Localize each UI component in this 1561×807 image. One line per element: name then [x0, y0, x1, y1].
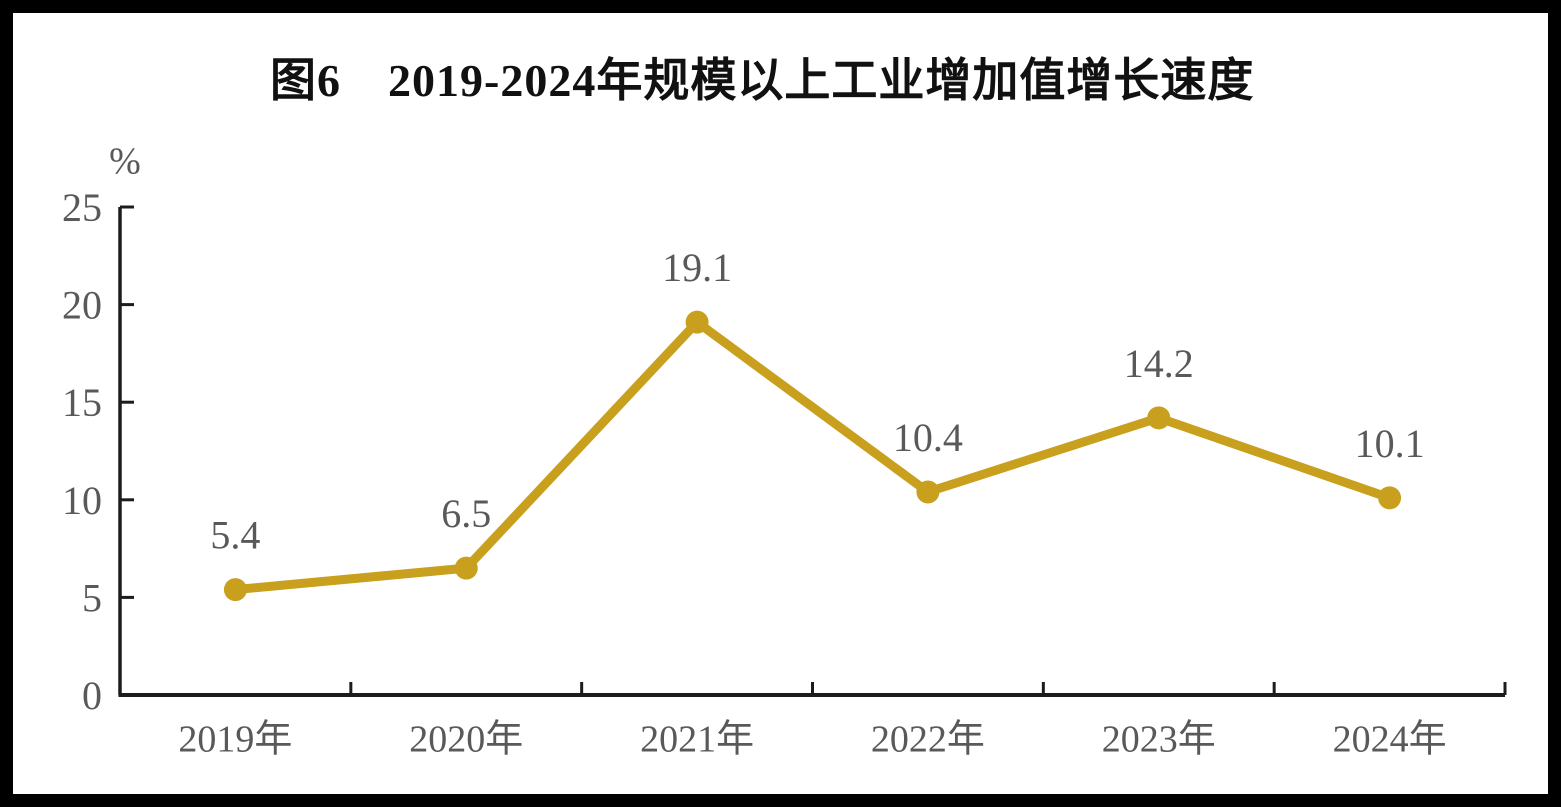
- data-point-marker: [454, 556, 478, 580]
- data-point-label: 6.5: [441, 491, 491, 536]
- x-axis-label: 2022年: [871, 718, 985, 760]
- y-unit-label: %: [109, 140, 141, 182]
- x-axis-label: 2024年: [1333, 718, 1447, 760]
- data-point-label: 10.4: [893, 415, 963, 460]
- data-point-marker: [223, 578, 247, 602]
- y-tick-label: 20: [62, 283, 102, 328]
- data-point-label: 5.4: [210, 513, 260, 558]
- y-tick-label: 5: [82, 575, 102, 620]
- data-point-marker: [916, 480, 940, 504]
- x-axis-label: 2020年: [409, 718, 523, 760]
- data-point-label: 19.1: [662, 245, 732, 290]
- x-axis-label: 2023年: [1102, 718, 1216, 760]
- data-point-marker: [1378, 486, 1402, 510]
- y-tick-label: 15: [62, 380, 102, 425]
- data-point-label: 14.2: [1124, 341, 1194, 386]
- x-axis-label: 2021年: [640, 718, 754, 760]
- data-point-marker: [685, 310, 709, 334]
- data-line: [230, 317, 1395, 595]
- y-tick-label: 0: [82, 673, 102, 718]
- y-tick-label: 25: [62, 185, 102, 230]
- x-axis-label: 2019年: [178, 718, 292, 760]
- data-point-marker: [1147, 406, 1171, 430]
- y-tick-label: 10: [62, 478, 102, 523]
- chart-canvas: [13, 13, 1548, 794]
- chart-title: 图6 2019-2024年规模以上工业增加值增长速度: [270, 55, 1255, 106]
- data-point-label: 10.1: [1355, 421, 1425, 466]
